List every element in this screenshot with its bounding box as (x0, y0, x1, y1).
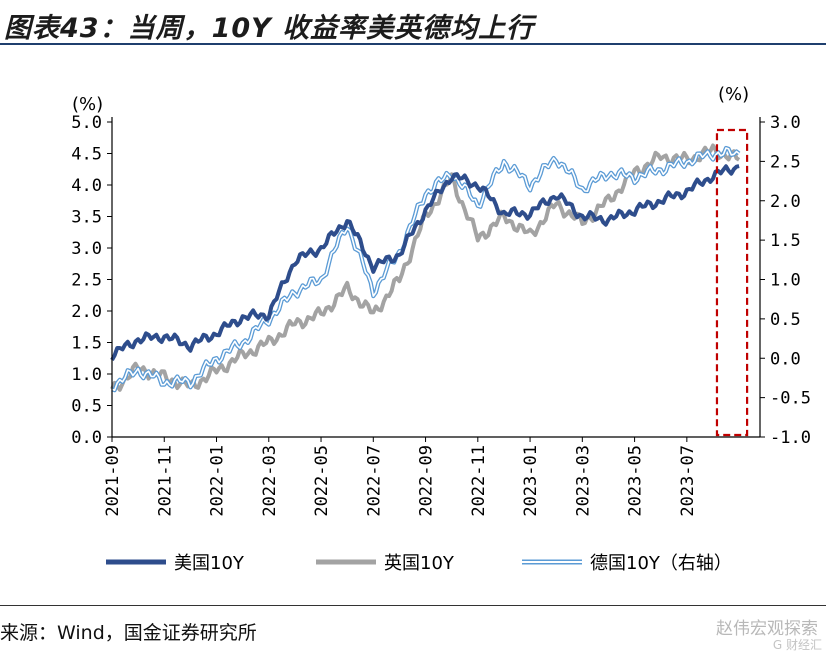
legend-label-us: 美国10Y (174, 553, 245, 574)
source-rule (0, 605, 826, 606)
right-tick-label: 1.5 (770, 231, 801, 251)
left-tick-label: 3.5 (71, 208, 102, 228)
x-tick-label: 2023-01 (521, 445, 541, 517)
left-tick-label: 0.5 (71, 397, 102, 417)
right-axis-unit: (%) (718, 84, 749, 105)
left-tick-label: 5.0 (71, 113, 102, 133)
x-tick-label: 2022-11 (469, 445, 489, 517)
left-tick-label: 1.0 (71, 365, 102, 385)
right-tick-label: 0.0 (770, 349, 801, 369)
right-tick-label: -0.5 (770, 389, 811, 409)
series-line-de-inner (111, 147, 740, 391)
x-tick-label: 2022-09 (417, 445, 437, 517)
left-tick-label: 2.5 (71, 271, 102, 291)
series-line-de (111, 145, 741, 393)
left-tick-label: 4.5 (71, 145, 102, 165)
series-line-uk (110, 143, 741, 392)
watermark-sub: G 财经汇 (772, 638, 822, 652)
x-tick-label: 2023-05 (626, 445, 646, 517)
right-tick-label: 2.5 (770, 152, 801, 172)
x-tick-label: 2023-03 (573, 445, 593, 517)
left-tick-label: 1.5 (71, 334, 102, 354)
x-tick-label: 2021-11 (155, 445, 175, 517)
source-note: 来源：Wind，国金证券研究所 (0, 622, 257, 644)
left-tick-label: 3.0 (71, 239, 102, 259)
right-tick-label: 0.5 (770, 310, 801, 330)
right-tick-label: 1.0 (770, 271, 801, 291)
page-title: 图表43：当周，10Y 收益率美英德均上行 (4, 13, 535, 44)
title-rule (0, 43, 826, 45)
left-tick-label: 0.0 (71, 428, 102, 448)
right-tick-label: 2.0 (770, 192, 801, 212)
x-tick-label: 2021-09 (103, 445, 123, 517)
yield-chart: 0.00.51.01.52.02.53.03.54.04.55.0(%)-1.0… (71, 84, 811, 574)
x-tick-label: 2022-03 (260, 445, 280, 517)
watermark: 赵伟宏观探索 (716, 619, 818, 639)
legend-label-uk: 英国10Y (384, 553, 455, 574)
highlight-box (715, 128, 749, 437)
x-tick-label: 2022-05 (312, 445, 332, 517)
left-axis-unit: (%) (72, 94, 103, 115)
x-tick-label: 2022-01 (208, 445, 228, 517)
x-tick-label: 2022-07 (364, 445, 384, 517)
right-tick-label: 3.0 (770, 113, 801, 133)
left-tick-label: 4.0 (71, 176, 102, 196)
legend-label-de: 德国10Y（右轴） (590, 553, 732, 574)
series-line-us (110, 164, 740, 361)
left-tick-label: 2.0 (71, 302, 102, 322)
right-tick-label: -1.0 (770, 428, 811, 448)
x-tick-label: 2023-07 (678, 445, 698, 517)
